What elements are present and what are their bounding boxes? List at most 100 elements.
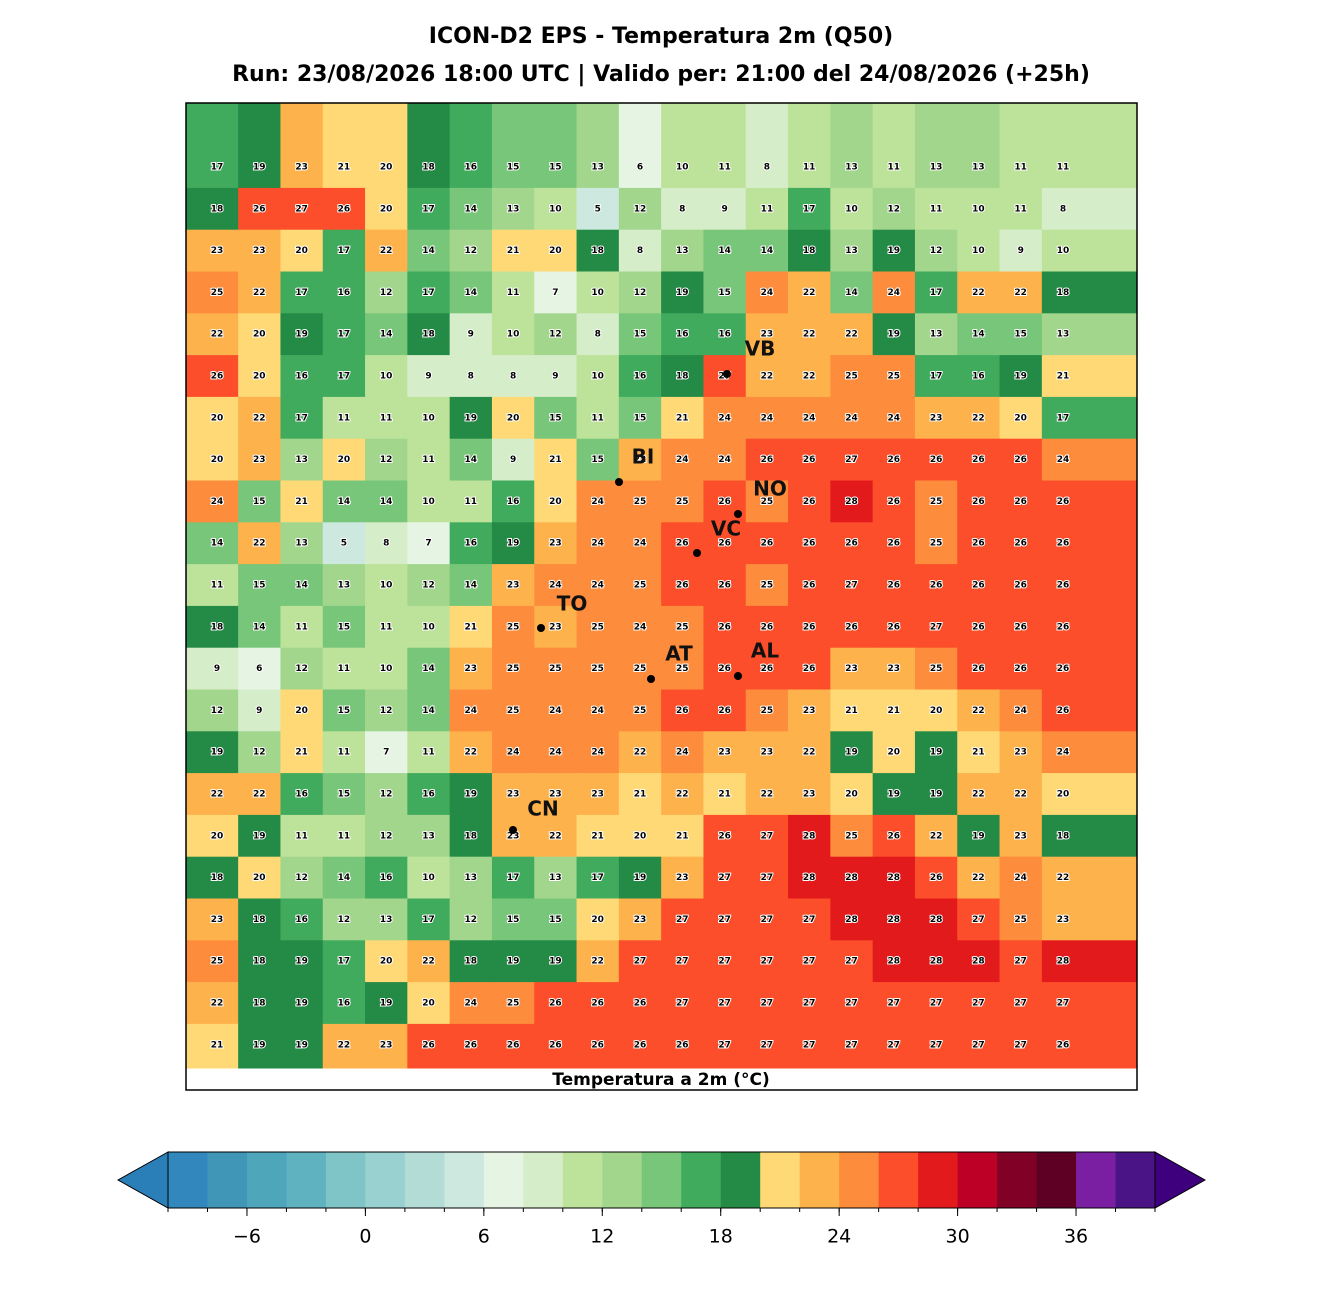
temperature-cell: [703, 187, 747, 231]
temperature-cell: [576, 940, 620, 983]
temperature-cell: [280, 438, 324, 481]
temperature-cell: [280, 271, 324, 314]
temperature-value: 27: [676, 999, 689, 1009]
temperature-value: 27: [634, 957, 647, 967]
temperature-value: 28: [972, 957, 985, 967]
city-dot: [723, 370, 731, 378]
temperature-cell: [1041, 355, 1138, 398]
temperature-value: 15: [634, 413, 647, 423]
temperature-value: 26: [1057, 706, 1070, 716]
temperature-value: 11: [507, 288, 520, 298]
temperature-cell: [238, 271, 281, 314]
temperature-value: 21: [338, 163, 351, 173]
temperature-value: 18: [1057, 831, 1070, 841]
temperature-value: 26: [1057, 581, 1070, 591]
temperature-cell: [186, 1023, 239, 1069]
temperature-value: 28: [930, 915, 943, 925]
temperature-cell: [618, 689, 662, 732]
temperature-value: 12: [422, 581, 435, 591]
temperature-cell: [788, 856, 831, 899]
temperature-cell: [999, 271, 1043, 314]
temperature-value: 20: [211, 455, 224, 465]
temperature-cell: [745, 187, 789, 231]
temperature-cell: [322, 438, 366, 481]
temperature-cell: [449, 814, 493, 858]
temperature-value: 14: [253, 622, 266, 632]
subtitle: Run: 23/08/2026 18:00 UTC | Valido per: …: [232, 62, 1090, 87]
temperature-cell: [999, 480, 1043, 523]
temperature-cell: [280, 1023, 324, 1069]
temperature-value: 27: [295, 204, 308, 214]
temperature-value: 19: [676, 288, 689, 298]
temperature-value: 18: [465, 831, 478, 841]
temperature-cell: [661, 689, 704, 732]
temperature-value: 17: [591, 873, 604, 883]
temperature-value: 9: [214, 664, 220, 674]
temperature-cell: [788, 187, 831, 231]
temperature-value: 11: [211, 581, 224, 591]
temperature-cell: [280, 605, 324, 649]
temperature-value: 14: [465, 581, 478, 591]
temperature-cell: [322, 647, 366, 690]
temperature-value: 8: [764, 163, 770, 173]
temperature-cell: [661, 856, 704, 899]
temperature-cell: [618, 480, 662, 523]
temperature-value: 19: [253, 1040, 266, 1050]
temperature-cell: [661, 355, 704, 398]
temperature-cell: [322, 187, 366, 231]
temperature-cell: [957, 396, 1001, 440]
temperature-cell: [365, 313, 408, 356]
temperature-value: 27: [718, 915, 731, 925]
temperature-cell: [703, 773, 747, 816]
temperature-cell: [999, 898, 1043, 941]
temperature-value: 26: [718, 706, 731, 716]
temperature-value: 25: [634, 664, 647, 674]
value-labels: 17 19 23 21 20 18 16 15 15 13 6 10 11 8 11 13 11 13 13 11 11…: [210, 162, 1071, 1052]
temperature-value: 26: [1057, 539, 1070, 549]
temperature-cell: [534, 271, 578, 314]
temperature-cell: [999, 438, 1043, 481]
temperature-cell: [280, 103, 324, 189]
city-label: TO: [557, 592, 588, 616]
temperature-cell: [1041, 689, 1138, 732]
temperature-value: 11: [930, 204, 943, 214]
temperature-value: 26: [845, 622, 858, 632]
temperature-value: 27: [718, 873, 731, 883]
temperature-cell: [238, 773, 281, 816]
temperature-cell: [661, 271, 704, 314]
temperature-value: 24: [718, 413, 731, 423]
temperature-cell: [957, 271, 1001, 314]
temperature-cell: [322, 773, 366, 816]
temperature-cell: [914, 731, 958, 774]
temperature-cell: [186, 480, 239, 523]
temperature-value: 12: [888, 204, 901, 214]
temperature-cell: [238, 689, 281, 732]
temperature-cell: [576, 396, 620, 440]
temperature-value: 24: [1057, 455, 1070, 465]
temperature-value: 20: [380, 957, 393, 967]
temperature-cell: [788, 313, 831, 356]
temperature-cell: [449, 480, 493, 523]
temperature-cell: [407, 856, 451, 899]
temperature-cell: [788, 103, 831, 189]
temperature-value: 22: [1057, 873, 1070, 883]
temperature-cell: [491, 313, 535, 356]
temperature-value: 10: [422, 873, 435, 883]
temperature-value: 27: [845, 957, 858, 967]
temperature-cell: [280, 396, 324, 440]
temperature-cell: [186, 898, 239, 941]
temperature-value: 25: [634, 497, 647, 507]
temperature-value: 24: [591, 497, 604, 507]
temperature-value: 23: [507, 831, 520, 841]
temperature-value: 24: [591, 748, 604, 758]
temperature-cell: [365, 438, 408, 481]
temperature-cell: [407, 355, 451, 398]
temperature-value: 9: [468, 330, 474, 340]
temperature-value: 14: [845, 288, 858, 298]
temperature-cell: [407, 313, 451, 356]
temperature-cell: [238, 103, 281, 189]
temperature-cell: [999, 187, 1043, 231]
temperature-value: 26: [634, 999, 647, 1009]
temperature-value: 27: [930, 622, 943, 632]
temperature-cell: [322, 396, 366, 440]
